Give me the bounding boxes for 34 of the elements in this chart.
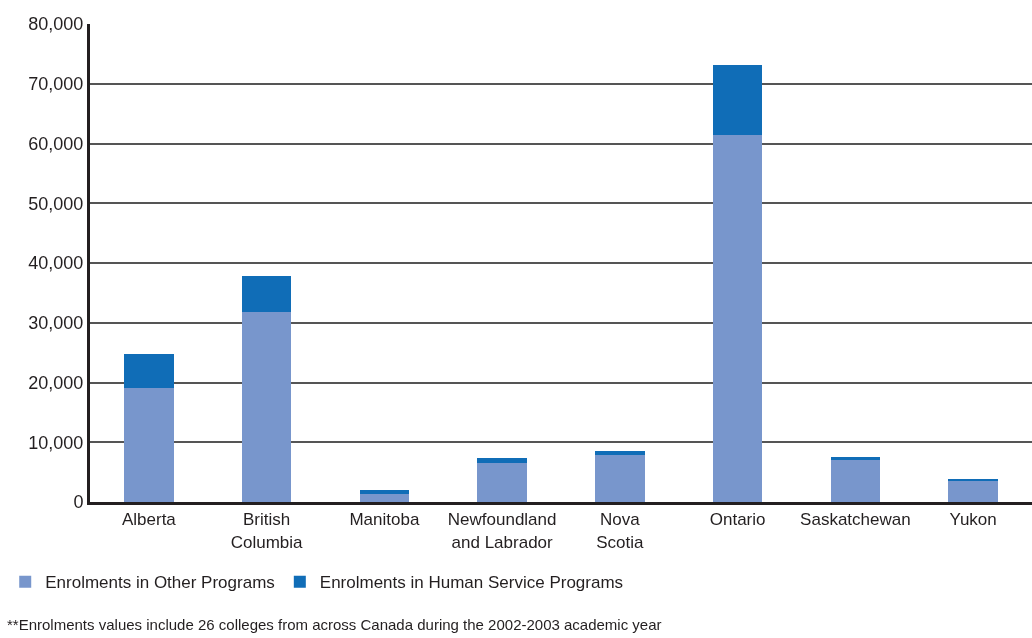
x-tick-label: Manitoba bbox=[349, 510, 420, 530]
y-tick-label: 0 bbox=[73, 492, 84, 513]
y-tick-label: 60,000 bbox=[28, 133, 84, 154]
bar bbox=[359, 494, 410, 502]
bar bbox=[477, 458, 527, 464]
bar bbox=[124, 354, 174, 388]
legend-label: Enrolments in Other Programs bbox=[45, 573, 275, 593]
x-tick-label: Yukon bbox=[949, 510, 997, 530]
text: **Enrolments values include 26 colleges from across Canada during the 2002-2003 academic year bbox=[7, 616, 662, 633]
bar bbox=[712, 64, 763, 135]
x-tick-label: Saskatchewan bbox=[800, 510, 911, 530]
bar bbox=[595, 451, 645, 456]
x-tick-label: Ontario bbox=[709, 510, 766, 530]
bar bbox=[124, 387, 174, 502]
y-tick-label: 80,000 bbox=[28, 14, 84, 35]
bar bbox=[241, 275, 292, 312]
bar bbox=[948, 480, 998, 502]
bar bbox=[241, 312, 292, 502]
x-tick-label: Nova Scotia bbox=[596, 510, 645, 552]
bar bbox=[595, 455, 645, 502]
bar bbox=[359, 490, 410, 495]
bar bbox=[830, 460, 881, 502]
bar bbox=[477, 463, 527, 502]
y-tick-label: 50,000 bbox=[28, 193, 84, 214]
y-tick-label: 10,000 bbox=[28, 432, 84, 453]
bar bbox=[712, 134, 763, 502]
y-tick-label: 20,000 bbox=[28, 372, 84, 393]
x-tick-label: Alberta bbox=[121, 510, 177, 530]
y-tick-label: 40,000 bbox=[28, 253, 84, 274]
y-tick-label: 30,000 bbox=[28, 313, 84, 334]
y-tick-label: 70,000 bbox=[28, 74, 84, 95]
legend-label: Enrolments in Human Service Programs bbox=[319, 573, 624, 593]
x-tick-label: British Columbia bbox=[230, 510, 304, 552]
x-tick-label: Newfoundland and Labrador bbox=[447, 510, 557, 552]
